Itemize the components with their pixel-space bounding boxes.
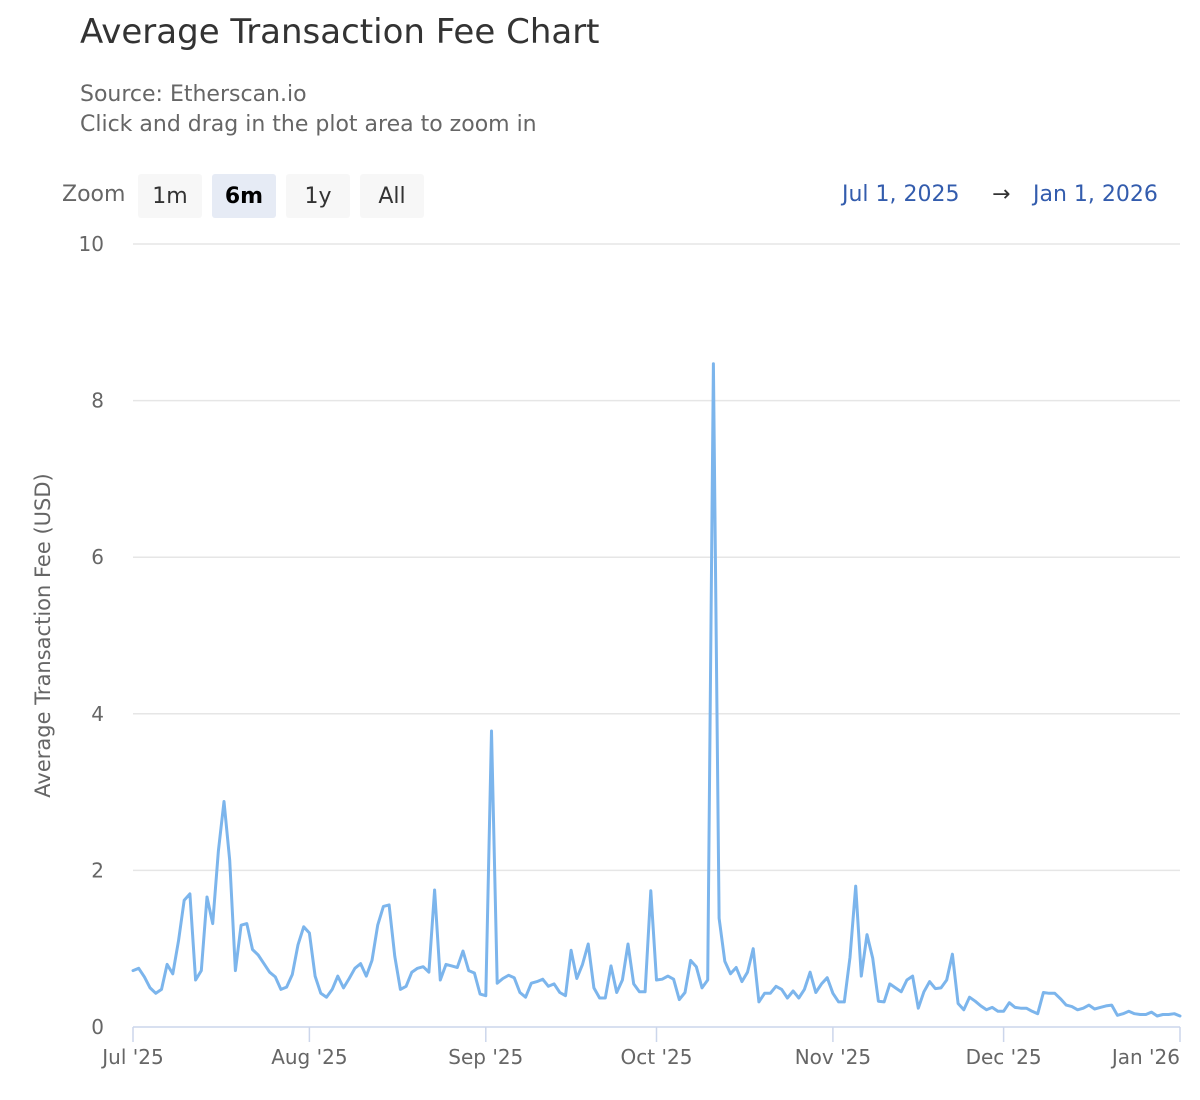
y-tick-label: 6 xyxy=(91,545,104,569)
chart-source: Source: Etherscan.io xyxy=(80,82,307,107)
x-tick-label: Oct '25 xyxy=(621,1045,693,1069)
chart-hint: Click and drag in the plot area to zoom … xyxy=(80,112,537,137)
zoom-1y-button[interactable]: 1y xyxy=(286,174,350,218)
y-tick-label: 8 xyxy=(91,389,104,413)
x-tick-label: Jan '26 xyxy=(1110,1045,1180,1069)
x-tick-label: Jul '25 xyxy=(100,1045,163,1069)
y-tick-label: 2 xyxy=(91,858,104,882)
y-tick-label: 0 xyxy=(91,1015,104,1039)
y-axis-title: Average Transaction Fee (USD) xyxy=(31,473,55,797)
zoom-label: Zoom xyxy=(62,182,126,207)
chart-title: Average Transaction Fee Chart xyxy=(80,12,600,52)
range-to-input[interactable]: Jan 1, 2026 xyxy=(1033,182,1158,207)
zoom-1m-button[interactable]: 1m xyxy=(138,174,202,218)
x-tick-label: Nov '25 xyxy=(795,1045,871,1069)
zoom-all-button[interactable]: All xyxy=(360,174,424,218)
range-from-input[interactable]: Jul 1, 2025 xyxy=(842,182,960,207)
x-tick-label: Aug '25 xyxy=(271,1045,347,1069)
range-arrow: → xyxy=(992,182,1011,207)
x-tick-label: Dec '25 xyxy=(966,1045,1042,1069)
series-line xyxy=(131,362,1182,1018)
y-tick-label: 4 xyxy=(91,702,104,726)
x-tick-label: Sep '25 xyxy=(448,1045,523,1069)
zoom-6m-button[interactable]: 6m xyxy=(212,174,276,218)
y-tick-label: 10 xyxy=(79,232,104,256)
